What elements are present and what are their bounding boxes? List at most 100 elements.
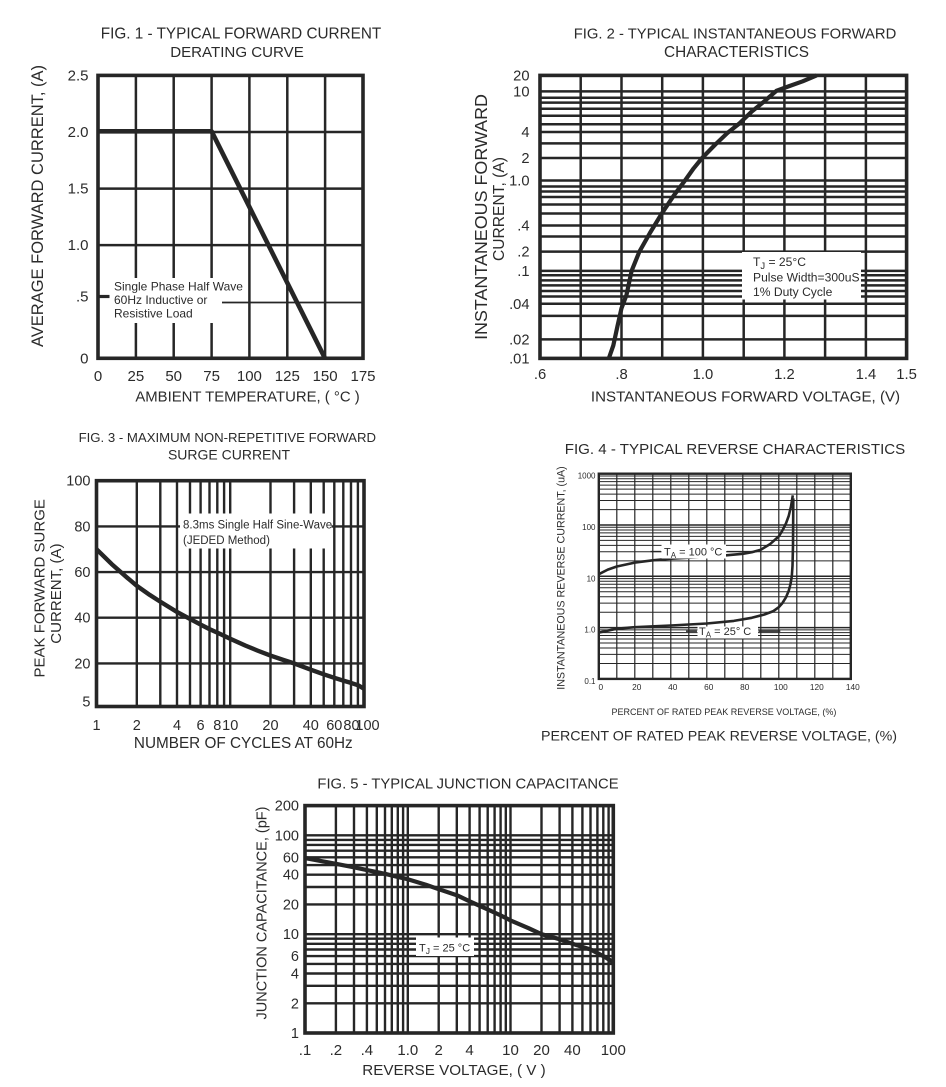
svg-text:1.0: 1.0: [584, 626, 596, 635]
svg-text:20: 20: [283, 897, 299, 913]
svg-text:6: 6: [197, 718, 205, 734]
svg-text:TJ = 25°C: TJ = 25°C: [753, 255, 806, 272]
svg-text:INSTANTANEOUS FORWARD VOLTAGE,: INSTANTANEOUS FORWARD VOLTAGE, (V): [591, 389, 900, 406]
svg-text:4: 4: [521, 125, 529, 141]
svg-text:.01: .01: [509, 351, 529, 367]
svg-text:20: 20: [533, 1042, 550, 1059]
svg-text:1.5: 1.5: [68, 181, 89, 198]
svg-text:1.2: 1.2: [774, 367, 795, 383]
svg-text:60: 60: [283, 850, 299, 866]
svg-text:100: 100: [355, 718, 379, 734]
svg-text:40: 40: [668, 682, 678, 692]
svg-text:.8: .8: [615, 367, 627, 383]
svg-text:.2: .2: [517, 245, 529, 261]
svg-text:100: 100: [601, 1042, 626, 1059]
svg-text:2: 2: [521, 151, 529, 167]
svg-text:50: 50: [165, 368, 182, 385]
svg-text:140: 140: [846, 682, 860, 692]
svg-text:FIG. 3 - MAXIMUM NON-REPETITIV: FIG. 3 - MAXIMUM NON-REPETITIVE FORWARD: [79, 430, 376, 445]
svg-text:1.0: 1.0: [68, 237, 89, 254]
svg-text:175: 175: [350, 368, 375, 385]
svg-text:4: 4: [465, 1042, 473, 1059]
svg-text:100: 100: [774, 682, 788, 692]
svg-text:INSTANTANEOUS FORWARD: INSTANTANEOUS FORWARD: [471, 94, 491, 340]
svg-text:0: 0: [80, 350, 88, 367]
svg-text:2: 2: [435, 1042, 443, 1059]
svg-text:TJ = 25 °C: TJ = 25 °C: [419, 943, 470, 957]
svg-text:.4: .4: [517, 219, 529, 235]
svg-text:100: 100: [237, 368, 262, 385]
svg-text:.04: .04: [509, 297, 529, 313]
svg-text:80: 80: [343, 718, 359, 734]
svg-text:0: 0: [94, 368, 102, 385]
svg-text:75: 75: [203, 368, 220, 385]
svg-text:DERATING CURVE: DERATING CURVE: [170, 44, 304, 61]
svg-text:10: 10: [222, 718, 238, 734]
svg-text:JUNCTION CAPACITANCE, (pF): JUNCTION CAPACITANCE, (pF): [255, 807, 271, 1020]
svg-text:10: 10: [283, 927, 299, 943]
svg-text:8: 8: [213, 718, 221, 734]
svg-text:1: 1: [92, 718, 100, 734]
svg-text:1.0: 1.0: [509, 174, 529, 190]
svg-text:.4: .4: [361, 1042, 374, 1059]
svg-text:TA = 100 °C: TA = 100 °C: [664, 547, 722, 561]
svg-text:PERCENT OF RATED PEAK REVERSE: PERCENT OF RATED PEAK REVERSE VOLTAGE, (…: [612, 707, 837, 717]
svg-text:10: 10: [513, 84, 529, 100]
svg-text:100: 100: [582, 523, 596, 532]
svg-text:5: 5: [82, 695, 90, 711]
svg-text:Pulse Width=300uS: Pulse Width=300uS: [753, 271, 860, 285]
svg-text:10: 10: [587, 574, 596, 583]
svg-text:10: 10: [502, 1042, 519, 1059]
svg-text:2.5: 2.5: [68, 67, 89, 84]
svg-text:20: 20: [262, 718, 278, 734]
svg-text:120: 120: [810, 682, 824, 692]
svg-text:FIG. 2 - TYPICAL INSTANTANEOUS: FIG. 2 - TYPICAL INSTANTANEOUS FORWARD: [574, 27, 897, 43]
svg-text:Resistive Load: Resistive Load: [114, 307, 193, 321]
svg-text:60: 60: [704, 682, 714, 692]
svg-text:2.0: 2.0: [68, 124, 89, 141]
svg-text:100: 100: [275, 828, 299, 844]
svg-text:1: 1: [291, 1026, 299, 1042]
svg-text:CURRENT, (A): CURRENT, (A): [491, 157, 508, 261]
svg-text:CHARACTERISTICS: CHARACTERISTICS: [664, 44, 809, 61]
svg-text:FIG. 4 - TYPICAL REVERSE CHARA: FIG. 4 - TYPICAL REVERSE CHARACTERISTICS: [565, 441, 906, 458]
svg-text:100: 100: [66, 474, 90, 490]
svg-text:1% Duty Cycle: 1% Duty Cycle: [753, 285, 833, 299]
svg-text:25: 25: [128, 368, 145, 385]
svg-text:125: 125: [275, 368, 300, 385]
svg-text:Single Phase Half Wave: Single Phase Half Wave: [114, 280, 243, 294]
svg-text:60: 60: [74, 565, 90, 581]
svg-text:150: 150: [313, 368, 338, 385]
svg-text:FIG. 1 - TYPICAL FORWARD CURRE: FIG. 1 - TYPICAL FORWARD CURRENT: [101, 26, 381, 43]
svg-text:NUMBER OF CYCLES AT 60Hz: NUMBER OF CYCLES AT 60Hz: [134, 735, 353, 752]
svg-text:1.4: 1.4: [856, 367, 877, 383]
svg-text:6: 6: [291, 949, 299, 965]
svg-text:40: 40: [74, 611, 90, 627]
svg-text:80: 80: [74, 519, 90, 535]
svg-text:INSTANTANEOUS REVERSE CURRENT,: INSTANTANEOUS REVERSE CURRENT, (uA): [556, 466, 568, 689]
svg-text:40: 40: [303, 718, 319, 734]
svg-text:4: 4: [173, 718, 181, 734]
svg-text:2: 2: [291, 996, 299, 1012]
svg-text:20: 20: [632, 682, 642, 692]
svg-text:.1: .1: [299, 1042, 312, 1059]
svg-text:4: 4: [291, 967, 299, 983]
svg-text:40: 40: [283, 868, 299, 884]
svg-text:60Hz Inductive or: 60Hz Inductive or: [114, 293, 207, 307]
svg-text:FIG. 5 - TYPICAL JUNCTION CAPA: FIG. 5 - TYPICAL JUNCTION CAPACITANCE: [317, 777, 618, 793]
svg-text:20: 20: [513, 68, 529, 84]
svg-text:PERCENT OF RATED PEAK REVERSE: PERCENT OF RATED PEAK REVERSE VOLTAGE, (…: [541, 729, 897, 745]
svg-text:REVERSE VOLTAGE, ( V ): REVERSE VOLTAGE, ( V ): [362, 1062, 545, 1079]
svg-text:1.5: 1.5: [896, 367, 917, 383]
svg-text:80: 80: [740, 682, 750, 692]
svg-text:SURGE CURRENT: SURGE CURRENT: [168, 447, 291, 463]
svg-text:PEAK FORWARD SURGE: PEAK FORWARD SURGE: [32, 499, 49, 677]
svg-text:8.3ms Single Half Sine-Wave: 8.3ms Single Half Sine-Wave: [183, 520, 332, 532]
svg-text:.5: .5: [76, 289, 89, 306]
svg-text:40: 40: [564, 1042, 581, 1059]
svg-text:1000: 1000: [578, 472, 596, 481]
svg-text:60: 60: [326, 718, 342, 734]
svg-text:0.1: 0.1: [584, 677, 596, 686]
svg-text:TA = 25° C: TA = 25° C: [699, 626, 751, 640]
svg-text:2: 2: [133, 718, 141, 734]
